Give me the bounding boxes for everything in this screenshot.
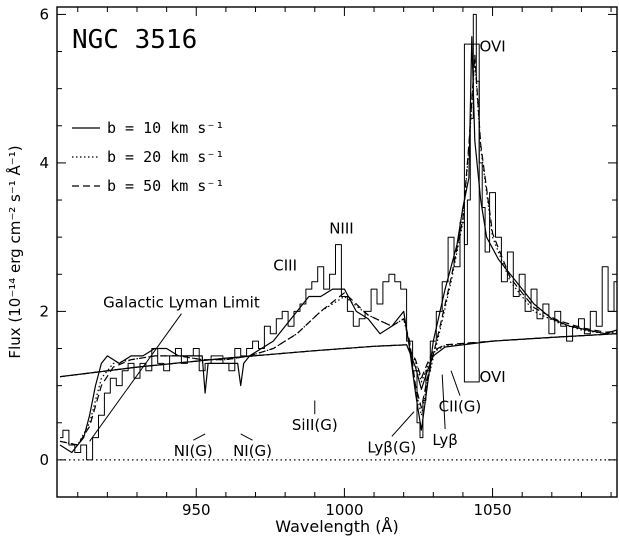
x-axis-label: Wavelength (Å) [275, 517, 398, 536]
annotation-label-9: CII(G) [439, 398, 482, 416]
annotation-pointer-9 [450, 370, 461, 396]
y-tick-label-4: 4 [39, 154, 49, 172]
annotation-label-0: OVI [479, 38, 505, 56]
annotation-pointer-3 [89, 313, 182, 442]
legend-label-b50: b = 50 km s⁻¹ [107, 177, 224, 195]
series-dashed-3 [59, 54, 618, 446]
annotation-pointer-7 [391, 411, 415, 437]
annotation-label-1: NIII [329, 219, 354, 237]
annotation-label-2: CIII [273, 257, 297, 275]
plot-frame [56, 6, 618, 498]
annotation-pointer-4 [193, 433, 206, 441]
y-tick-label-6: 6 [39, 5, 49, 23]
annotation-pointer-5 [240, 433, 253, 441]
series-layer [59, 13, 618, 461]
series-dashed-6 [59, 333, 618, 379]
y-tick-label-0: 0 [39, 451, 49, 469]
annotation-label-3: Galactic Lyman Limit [103, 294, 260, 312]
chart-title: NGC 3516 [72, 25, 197, 55]
masked-region-box-0 [463, 43, 480, 383]
annotation-pointer-8 [441, 374, 446, 430]
series-solid-1 [59, 36, 618, 454]
annotation-label-8: Lyβ [432, 431, 457, 449]
annotation-label-6: SiII(G) [292, 416, 338, 434]
y-axis-label: Flux (10⁻¹⁴ erg cm⁻² s⁻¹ Å⁻¹) [5, 145, 24, 358]
x-tick-label-1000: 1000 [325, 501, 363, 519]
x-tick-label-950: 950 [182, 501, 211, 519]
y-tick-label-2: 2 [39, 302, 49, 320]
x-tick-label-1050: 1050 [473, 501, 511, 519]
legend-label-b20: b = 20 km s⁻¹ [107, 148, 224, 166]
series-dotted-2 [59, 58, 618, 446]
annotation-label-7: Lyβ(G) [367, 438, 416, 456]
series-histogram-0 [60, 13, 617, 461]
annotation-layer: OVI NIII CIII Galactic Lyman Limit NI(G) NI(G… [89, 38, 506, 460]
annotation-label-10: OVI [479, 368, 505, 386]
legend-label-b10: b = 10 km s⁻¹ [107, 119, 224, 137]
annotation-label-4: NI(G) [174, 442, 213, 460]
series-solid-4 [59, 333, 618, 390]
legend: b = 10 km s⁻¹ b = 20 km s⁻¹ b = 50 km s⁻… [72, 119, 224, 195]
annotation-label-5: NI(G) [233, 442, 272, 460]
tick-layer: 950 1000 1050 0 2 4 6 [39, 5, 617, 519]
series-dotted-5 [59, 333, 618, 383]
